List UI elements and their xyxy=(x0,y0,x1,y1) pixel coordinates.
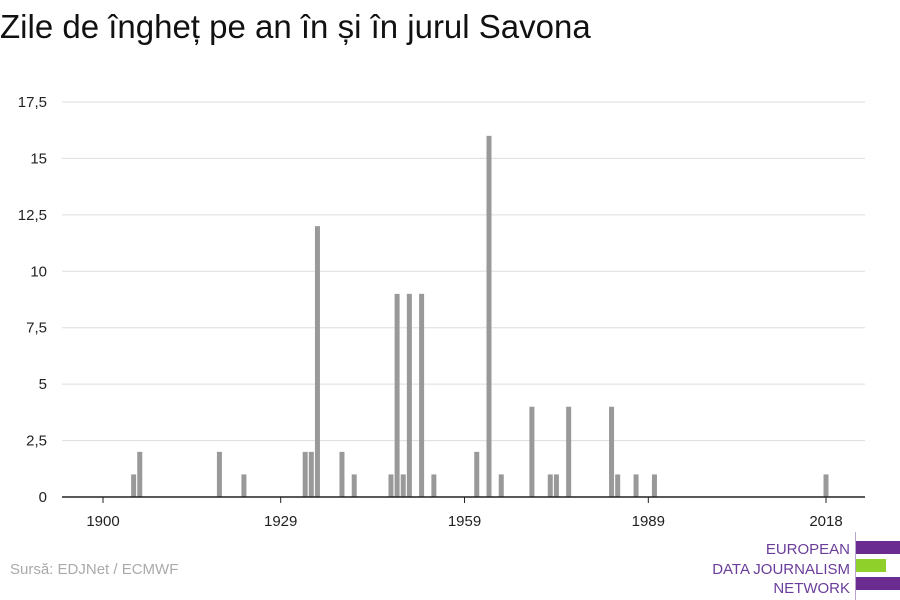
bar-1952 xyxy=(419,293,425,497)
bar-1933 xyxy=(302,451,308,497)
y-tick-label: 2,5 xyxy=(26,433,47,450)
bar-1974 xyxy=(553,474,559,497)
logo-bar-top xyxy=(856,541,900,554)
bar-1963 xyxy=(486,135,492,497)
bar-1906 xyxy=(137,451,143,497)
bar-1934 xyxy=(308,451,314,497)
bar-1947 xyxy=(388,474,394,497)
y-tick-label: 17,5 xyxy=(18,94,47,111)
bar-1984 xyxy=(615,474,621,497)
y-tick-label: 5 xyxy=(39,376,47,393)
source-note: Sursă: EDJNet / ECMWF xyxy=(10,561,179,578)
logo-bar-bottom xyxy=(856,577,900,590)
y-tick-label: 15 xyxy=(30,150,47,167)
x-tick-label: 1959 xyxy=(448,513,481,530)
logo-divider xyxy=(855,532,856,600)
y-axis-ticks: 0 2,5 5 7,5 10 12,5 15 17,5 xyxy=(18,94,47,506)
y-tick-label: 12,5 xyxy=(18,207,47,224)
y-tick-label: 7,5 xyxy=(26,320,47,337)
bar-1949 xyxy=(400,474,406,497)
gridlines xyxy=(62,101,865,442)
bar-1983 xyxy=(609,406,615,497)
bar-1990 xyxy=(651,474,657,497)
bar-1970 xyxy=(529,406,535,497)
bar-1941 xyxy=(351,474,357,497)
edjnet-logo: EUROPEAN DATA JOURNALISM NETWORK xyxy=(700,532,900,600)
logo-line-2: DATA JOURNALISM xyxy=(712,560,850,578)
logo-line-3: NETWORK xyxy=(773,580,850,597)
bar-2018 xyxy=(823,474,829,497)
bar-1919 xyxy=(216,451,222,497)
logo-line-1: EUROPEAN xyxy=(765,541,850,558)
bars xyxy=(131,135,829,497)
bar-1935 xyxy=(314,226,320,497)
y-tick-label: 10 xyxy=(30,263,47,280)
bar-1948 xyxy=(394,293,400,497)
x-axis-ticks: 1900 1929 1959 1989 2018 xyxy=(86,497,843,530)
bar-1905 xyxy=(131,474,137,497)
bar-1976 xyxy=(566,406,572,497)
chart-title: Zile de îngheț pe an în și în jurul Savo… xyxy=(0,8,591,45)
bar-1987 xyxy=(633,474,639,497)
bar-1950 xyxy=(406,293,412,497)
y-tick-label: 0 xyxy=(39,489,47,506)
bar-1973 xyxy=(547,474,553,497)
x-tick-label: 2018 xyxy=(809,513,842,530)
bar-1939 xyxy=(339,451,345,497)
bar-1965 xyxy=(498,474,504,497)
bar-1923 xyxy=(241,474,247,497)
logo-bar-middle xyxy=(856,559,886,572)
bar-1954 xyxy=(431,474,437,497)
x-tick-label: 1929 xyxy=(264,513,297,530)
x-tick-label: 1989 xyxy=(632,513,665,530)
bar-1961 xyxy=(474,451,480,497)
x-tick-label: 1900 xyxy=(86,513,119,530)
logo-text: EUROPEAN DATA JOURNALISM NETWORK xyxy=(712,540,850,599)
